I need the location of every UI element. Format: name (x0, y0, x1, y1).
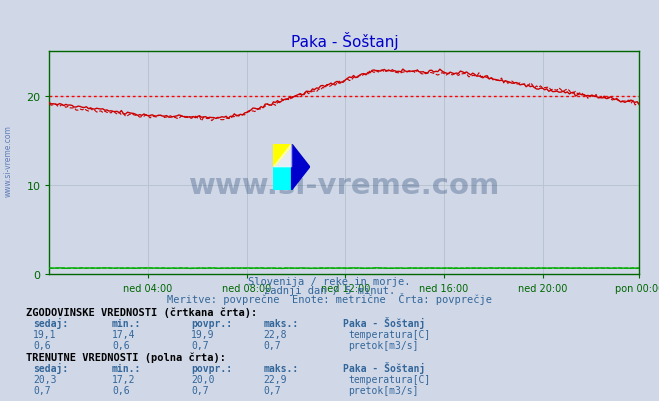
Text: maks.:: maks.: (264, 363, 299, 373)
Text: 0,7: 0,7 (264, 385, 281, 395)
Text: 17,4: 17,4 (112, 329, 136, 339)
Text: 0,7: 0,7 (191, 340, 209, 350)
Text: 0,6: 0,6 (33, 340, 51, 350)
Text: sedaj:: sedaj: (33, 362, 68, 373)
Polygon shape (273, 144, 291, 168)
Text: sedaj:: sedaj: (33, 317, 68, 328)
Text: 0,7: 0,7 (264, 340, 281, 350)
Text: povpr.:: povpr.: (191, 318, 232, 328)
Text: 0,6: 0,6 (112, 385, 130, 395)
Text: Paka - Šoštanj: Paka - Šoštanj (343, 316, 425, 328)
Text: temperatura[C]: temperatura[C] (348, 374, 430, 384)
Text: temperatura[C]: temperatura[C] (348, 329, 430, 339)
Text: Slovenija / reke in morje.: Slovenija / reke in morje. (248, 277, 411, 287)
Text: 19,9: 19,9 (191, 329, 215, 339)
Text: ZGODOVINSKE VREDNOSTI (črtkana črta):: ZGODOVINSKE VREDNOSTI (črtkana črta): (26, 306, 258, 317)
Text: www.si-vreme.com: www.si-vreme.com (4, 125, 13, 196)
Text: pretok[m3/s]: pretok[m3/s] (348, 385, 418, 395)
Text: 19,1: 19,1 (33, 329, 57, 339)
Polygon shape (291, 144, 310, 190)
Text: 22,8: 22,8 (264, 329, 287, 339)
Text: min.:: min.: (112, 318, 142, 328)
Text: www.si-vreme.com: www.si-vreme.com (188, 172, 500, 200)
Text: Meritve: povprečne  Enote: metrične  Črta: povprečje: Meritve: povprečne Enote: metrične Črta:… (167, 292, 492, 304)
Text: TRENUTNE VREDNOSTI (polna črta):: TRENUTNE VREDNOSTI (polna črta): (26, 351, 226, 362)
Text: zadnji dan / 5 minut.: zadnji dan / 5 minut. (264, 286, 395, 296)
Text: maks.:: maks.: (264, 318, 299, 328)
Polygon shape (273, 168, 291, 190)
Text: 22,9: 22,9 (264, 374, 287, 384)
Text: povpr.:: povpr.: (191, 363, 232, 373)
Text: Paka - Šoštanj: Paka - Šoštanj (343, 361, 425, 373)
Text: 20,3: 20,3 (33, 374, 57, 384)
Text: 0,7: 0,7 (191, 385, 209, 395)
Text: pretok[m3/s]: pretok[m3/s] (348, 340, 418, 350)
Text: 20,0: 20,0 (191, 374, 215, 384)
Text: min.:: min.: (112, 363, 142, 373)
Title: Paka - Šoštanj: Paka - Šoštanj (291, 32, 398, 50)
Polygon shape (273, 144, 291, 168)
Text: 0,7: 0,7 (33, 385, 51, 395)
Text: 17,2: 17,2 (112, 374, 136, 384)
Text: 0,6: 0,6 (112, 340, 130, 350)
